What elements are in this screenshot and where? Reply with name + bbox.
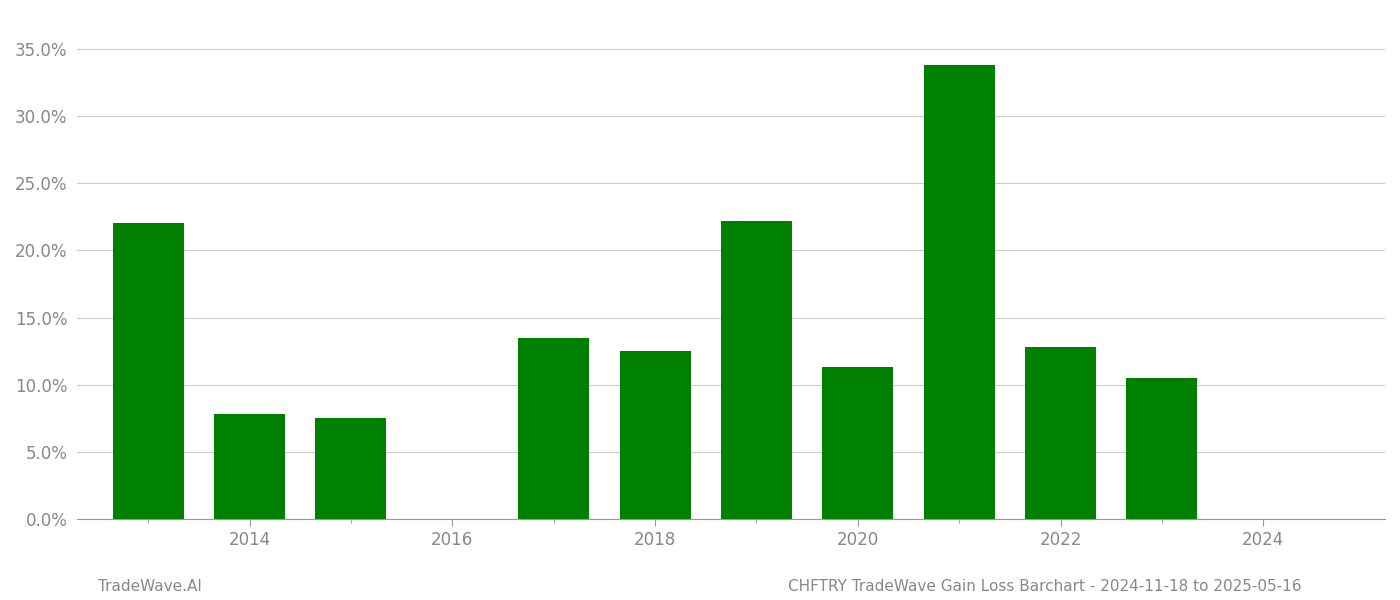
Bar [822,367,893,519]
Bar [315,418,386,519]
Bar [721,221,792,519]
Text: CHFTRY TradeWave Gain Loss Barchart - 2024-11-18 to 2025-05-16: CHFTRY TradeWave Gain Loss Barchart - 20… [788,579,1302,594]
Bar [214,415,286,519]
Bar [113,223,183,519]
Bar [620,351,690,519]
Bar [924,65,994,519]
Bar [518,338,589,519]
Bar [1025,347,1096,519]
Text: TradeWave.AI: TradeWave.AI [98,579,202,594]
Bar [1127,378,1197,519]
